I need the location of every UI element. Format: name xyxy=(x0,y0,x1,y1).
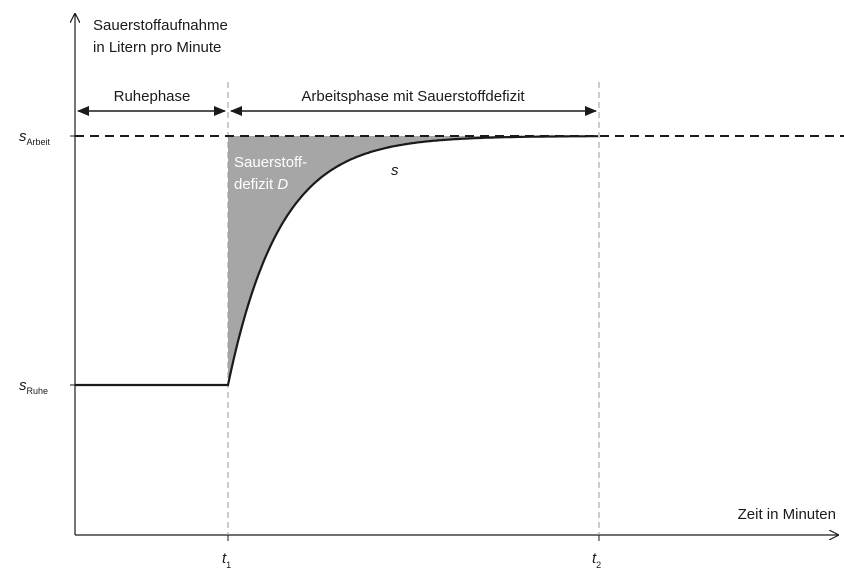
deficit-label-line1: Sauerstoff- xyxy=(234,154,307,171)
rest-phase-label: Ruhephase xyxy=(114,88,191,105)
y-axis-label-line1: Sauerstoffaufnahme xyxy=(93,17,228,34)
y-tick-label-arbeit: sArbeit xyxy=(19,128,51,147)
deficit-label-line2: defizit D xyxy=(234,176,288,193)
y-tick-label-ruhe: sRuhe xyxy=(19,377,48,396)
deficit-label-prefix: defizit xyxy=(234,176,277,193)
x-tick-label-t1: t1 xyxy=(222,550,231,570)
x-tick-label-t2: t2 xyxy=(592,550,601,570)
deficit-label-symbol: D xyxy=(277,176,288,193)
work-phase-label: Arbeitsphase mit Sauerstoffdefizit xyxy=(301,88,525,105)
curve-label: s xyxy=(391,162,399,179)
x-axis-label: Zeit in Minuten xyxy=(738,506,836,523)
oxygen-uptake-curve xyxy=(75,135,598,387)
y-axis-label-line2: in Litern pro Minute xyxy=(93,39,221,56)
oxygen-deficit-area xyxy=(228,136,599,385)
